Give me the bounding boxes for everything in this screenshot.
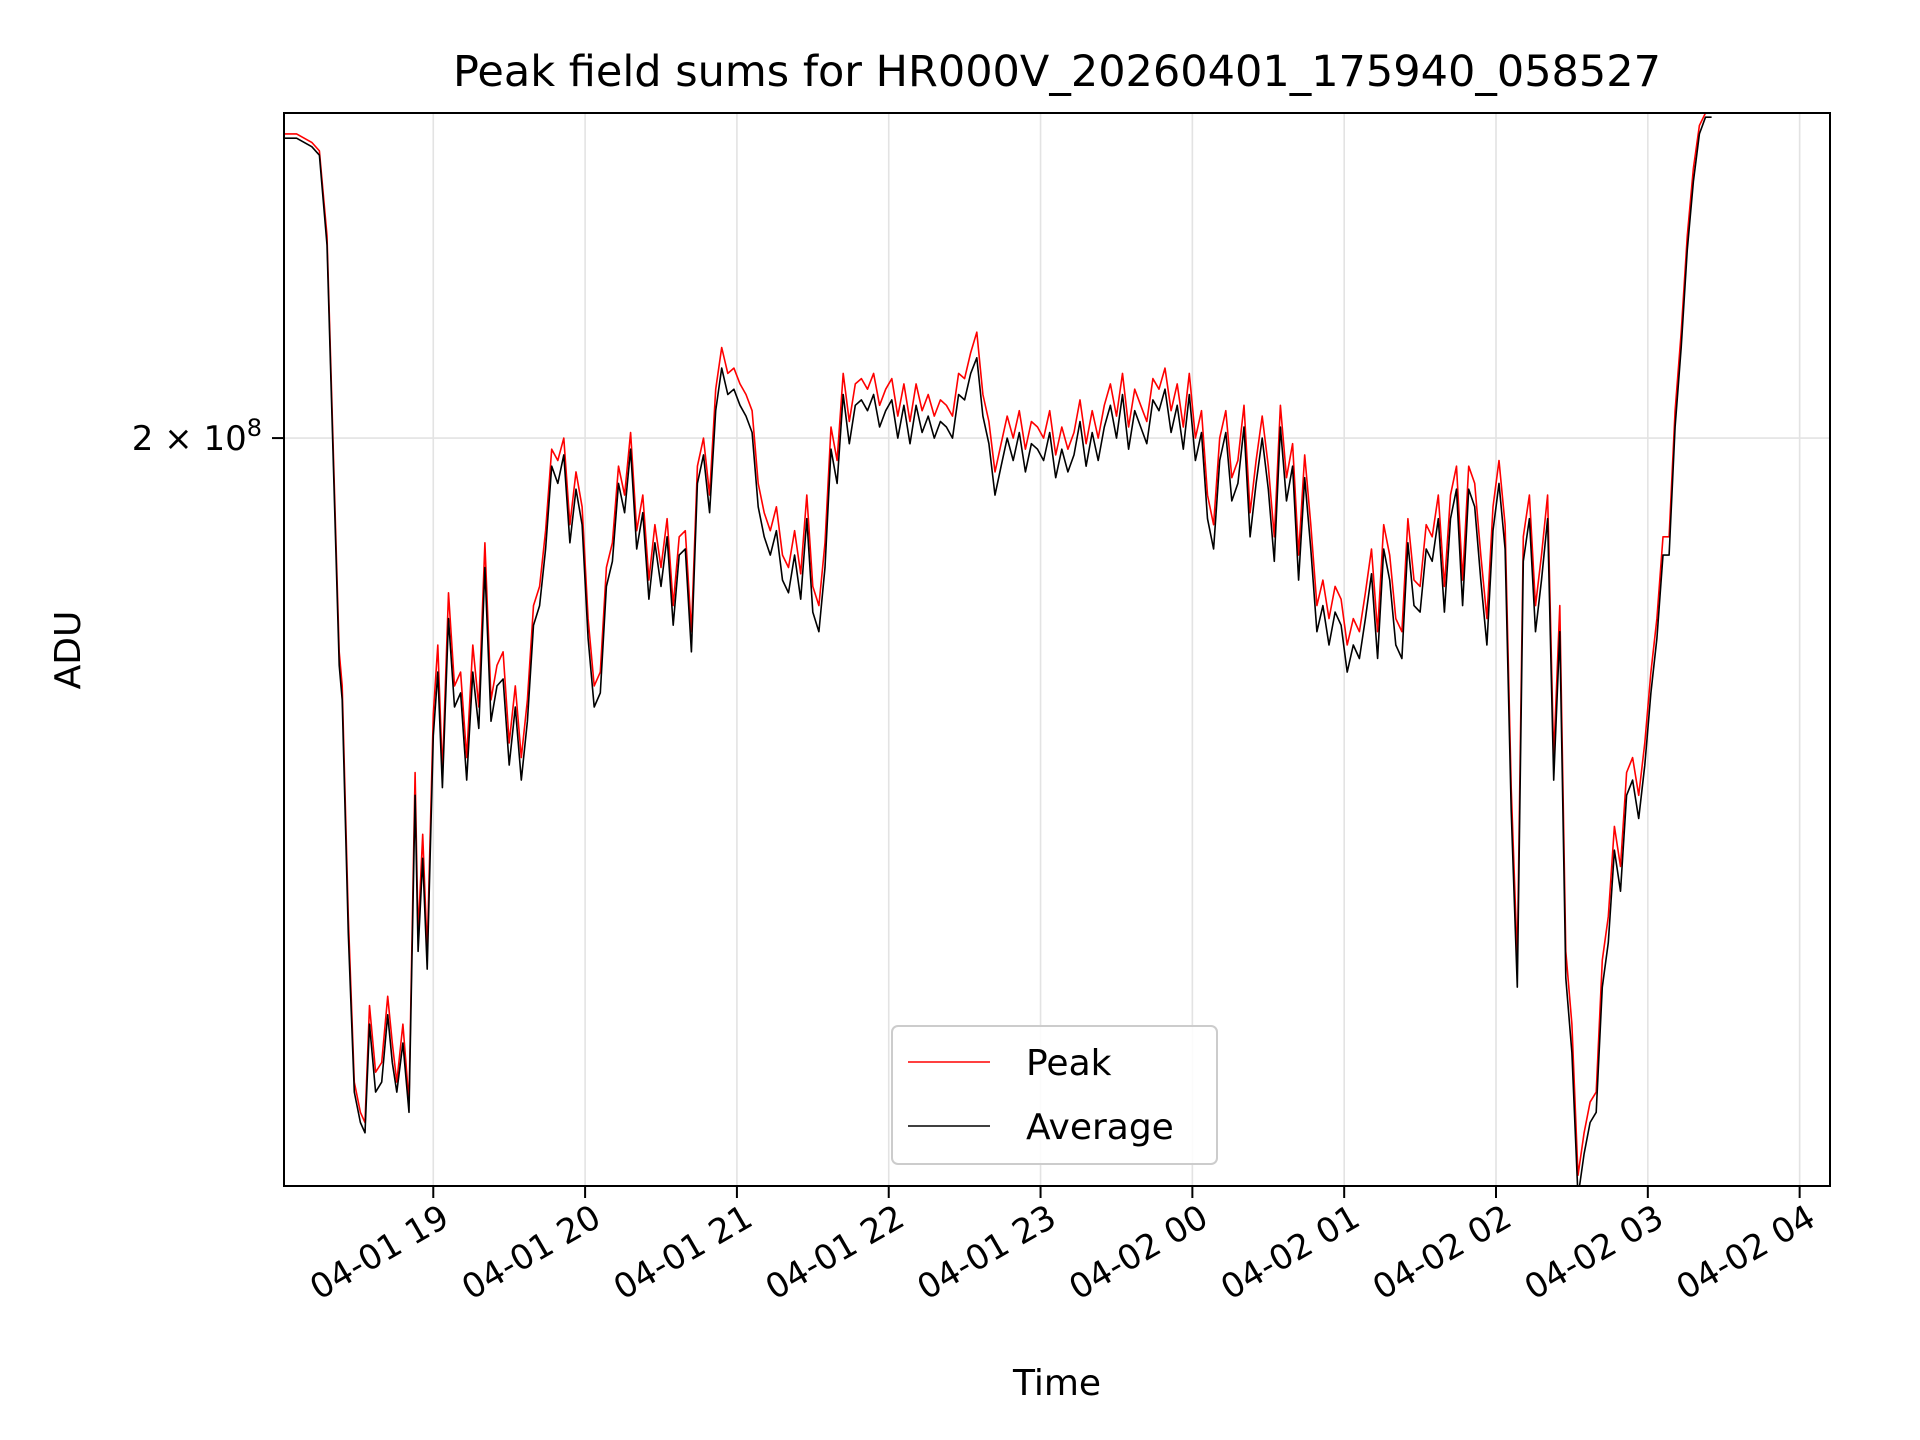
y-tick-label-base: 2 × 10: [132, 419, 247, 459]
chart: 04-01 19 04-01 20 04-01 21 04-01 22 04-01 23…: [0, 0, 1920, 1440]
chart-title: Peak field sums for HR000V_20260401_1759…: [453, 47, 1661, 97]
legend-average-label: Average: [1026, 1107, 1174, 1148]
y-tick-label: 2 × 108: [132, 414, 262, 459]
legend: Peak Average: [892, 1026, 1217, 1164]
y-axis-label: ADU: [48, 611, 89, 690]
x-axis-label: Time: [1012, 1363, 1101, 1404]
legend-peak-label: Peak: [1026, 1043, 1112, 1084]
y-tick-label-exponent: 8: [247, 414, 262, 442]
